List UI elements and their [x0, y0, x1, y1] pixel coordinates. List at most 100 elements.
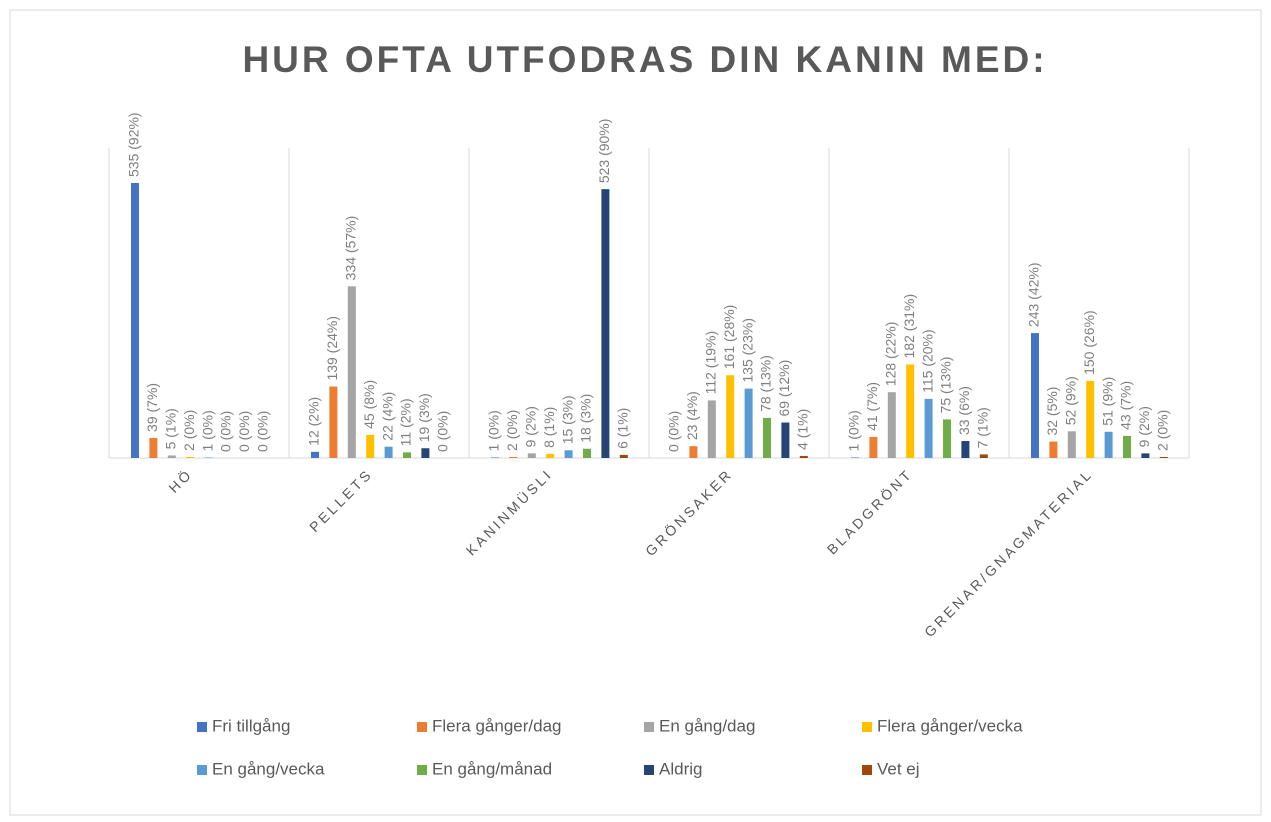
data-label: 2 (0%)	[504, 410, 520, 451]
bar	[979, 454, 988, 458]
data-label: 523 (90%)	[596, 119, 612, 184]
bar	[149, 437, 158, 458]
data-label: 2 (0%)	[1155, 410, 1171, 451]
bar	[204, 457, 213, 458]
legend-label: Flera gånger/dag	[432, 716, 561, 735]
bar	[1159, 456, 1168, 458]
data-label: 9 (2%)	[523, 406, 539, 447]
legend-swatch	[417, 722, 427, 732]
data-label: 78 (13%)	[758, 355, 774, 412]
bar	[887, 392, 896, 458]
bar	[781, 422, 790, 458]
data-label: 0 (0%)	[218, 411, 234, 452]
bar	[509, 456, 518, 458]
bar	[906, 364, 915, 458]
data-label: 0 (0%)	[435, 411, 451, 452]
bar	[564, 450, 573, 458]
bar	[869, 436, 878, 458]
bar	[744, 388, 753, 458]
data-label: 52 (9%)	[1063, 376, 1079, 425]
data-label: 535 (92%)	[126, 112, 142, 177]
bar	[329, 386, 338, 458]
bar	[961, 441, 970, 458]
data-label: 5 (1%)	[163, 408, 179, 449]
bar	[851, 457, 859, 458]
data-label: 9 (2%)	[1136, 406, 1152, 447]
bar	[384, 446, 393, 458]
legend-swatch	[644, 722, 654, 732]
bar	[131, 183, 139, 458]
bar	[689, 446, 698, 458]
data-label: 128 (22%)	[883, 322, 899, 387]
data-label: 41 (7%)	[864, 382, 880, 431]
legend-label: Vet ej	[877, 759, 920, 778]
data-label: 161 (28%)	[721, 305, 737, 370]
data-label: 150 (26%)	[1081, 310, 1097, 375]
data-label: 43 (7%)	[1118, 381, 1134, 430]
data-label: 4 (1%)	[795, 409, 811, 450]
bar	[1104, 431, 1113, 458]
data-label: 0 (0%)	[255, 411, 271, 452]
bar	[491, 457, 499, 458]
data-label: 182 (31%)	[901, 294, 917, 359]
bar	[1031, 333, 1039, 458]
data-label: 334 (57%)	[343, 216, 359, 281]
data-label: 22 (4%)	[379, 392, 395, 441]
legend-label: Aldrig	[659, 759, 702, 778]
bar	[726, 375, 735, 458]
bar	[1049, 441, 1058, 458]
data-label: 2 (0%)	[181, 410, 197, 451]
bar	[403, 452, 411, 458]
data-label: 69 (12%)	[776, 360, 792, 417]
data-label: 135 (23%)	[739, 318, 755, 383]
data-label: 18 (3%)	[578, 394, 594, 443]
data-label: 1 (0%)	[486, 410, 502, 451]
bar	[311, 451, 319, 458]
data-label: 1 (0%)	[199, 410, 215, 451]
bar	[527, 453, 536, 458]
legend-label: En gång/vecka	[212, 759, 325, 778]
legend-label: En gång/månad	[432, 759, 552, 778]
legend-swatch	[417, 765, 427, 775]
data-label: 11 (2%)	[398, 398, 414, 446]
legend-label: Flera gånger/vecka	[877, 716, 1023, 735]
legend-swatch	[862, 722, 872, 732]
data-label: 23 (4%)	[684, 391, 700, 440]
bar	[619, 454, 628, 458]
bar	[167, 455, 176, 458]
bar	[546, 453, 555, 458]
legend-swatch	[197, 722, 207, 732]
data-label: 51 (9%)	[1099, 377, 1115, 426]
data-label: 39 (7%)	[144, 383, 160, 432]
data-label: 8 (1%)	[541, 407, 557, 448]
bar	[583, 448, 591, 458]
bar	[1067, 431, 1076, 458]
chart-frame	[9, 9, 1262, 816]
data-label: 0 (0%)	[666, 411, 682, 452]
data-label: 45 (8%)	[361, 380, 377, 429]
bar	[366, 434, 375, 458]
bar	[763, 417, 771, 458]
bar	[347, 286, 356, 458]
bar	[1123, 435, 1131, 458]
data-label: 12 (2%)	[306, 397, 322, 446]
data-label: 19 (3%)	[416, 393, 432, 442]
data-label: 139 (24%)	[324, 316, 340, 381]
data-label: 115 (20%)	[919, 329, 935, 393]
data-label: 33 (6%)	[956, 386, 972, 435]
data-label: 0 (0%)	[236, 411, 252, 452]
data-label: 7 (1%)	[975, 407, 991, 448]
legend-swatch	[197, 765, 207, 775]
bar	[186, 456, 195, 458]
bar	[924, 398, 933, 458]
data-label: 32 (5%)	[1044, 387, 1060, 436]
bar	[943, 419, 951, 458]
legend-label: En gång/dag	[659, 716, 755, 735]
data-label: 75 (13%)	[938, 357, 954, 414]
chart-title: HUR OFTA UTFODRAS DIN KANIN MED:	[242, 39, 1047, 80]
data-label: 6 (1%)	[615, 408, 631, 449]
bar	[1086, 380, 1095, 458]
bar	[707, 400, 716, 458]
legend-label: Fri tillgång	[212, 716, 290, 735]
